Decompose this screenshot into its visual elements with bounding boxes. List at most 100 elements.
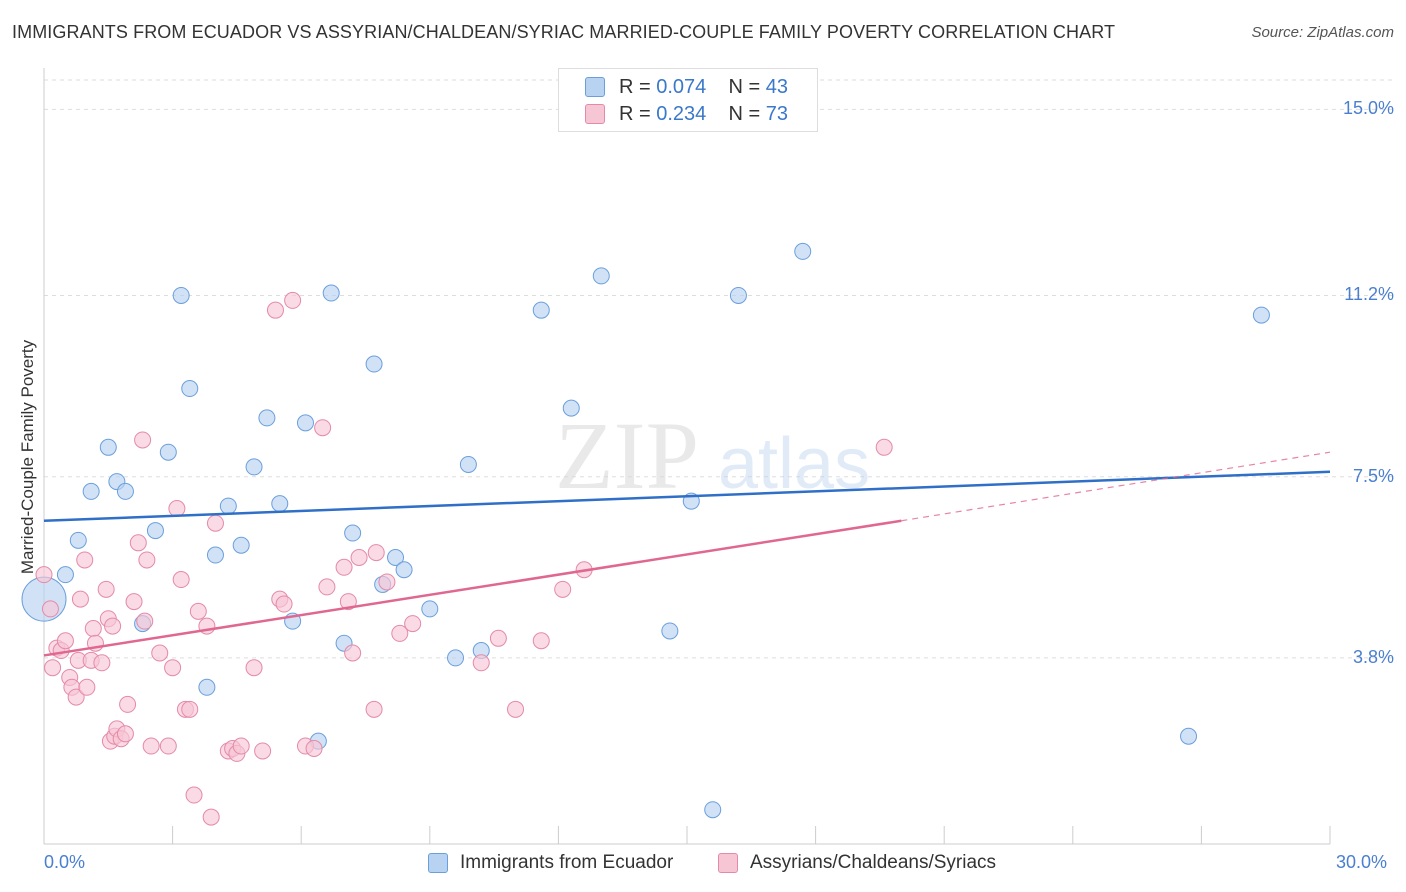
- blue-data-point: [729, 286, 747, 304]
- pink-data-point: [245, 659, 263, 677]
- pink-data-point: [159, 737, 177, 755]
- blue-data-point: [219, 497, 237, 515]
- bottom-legend-label-blue: Immigrants from Ecuador: [460, 852, 674, 873]
- pink-data-point: [44, 659, 62, 677]
- pink-data-point: [119, 695, 137, 713]
- blue-data-point: [532, 301, 550, 319]
- pink-data-point: [56, 632, 74, 650]
- pink-data-point: [125, 593, 143, 611]
- blue-data-point: [271, 495, 289, 513]
- blue-data-point: [794, 242, 812, 260]
- pink-data-point: [314, 419, 332, 437]
- pink-data-point: [554, 580, 572, 598]
- blue-data-point: [322, 284, 340, 302]
- blue-data-point: [344, 524, 362, 542]
- blue-data-point: [592, 267, 610, 285]
- y-axis-title: Married-Couple Family Poverty: [18, 339, 37, 575]
- legend-n-label-pink: N =: [728, 102, 766, 125]
- pink-data-point: [507, 700, 525, 718]
- blue-data-point: [69, 531, 87, 549]
- pink-data-point: [35, 566, 53, 584]
- blue-data-point: [421, 600, 439, 618]
- pink-data-point: [41, 600, 59, 618]
- pink-data-point: [142, 737, 160, 755]
- pink-data-point: [172, 571, 190, 589]
- pink-data-point: [78, 678, 96, 696]
- pink-data-point: [76, 551, 94, 569]
- pink-data-point: [404, 615, 422, 633]
- pink-data-point: [67, 688, 85, 706]
- pink-data-point: [367, 544, 385, 562]
- blue-data-point: [56, 566, 74, 584]
- pink-data-point: [489, 629, 507, 647]
- pink-data-point: [104, 617, 122, 635]
- pink-data-point: [164, 659, 182, 677]
- bottom-legend-swatch-blue: [428, 853, 448, 873]
- pink-data-point: [232, 737, 250, 755]
- blue-data-point: [296, 414, 314, 432]
- pink-data-point: [284, 291, 302, 309]
- blue-data-point: [661, 622, 679, 640]
- blue-data-point: [387, 549, 405, 566]
- pink-data-point: [206, 514, 224, 532]
- legend-swatch-blue: [585, 77, 605, 97]
- legend-n-value-pink: 73: [765, 102, 789, 125]
- correlation-legend: R = 0.074 N = 43 R = 0.234 N = 73: [558, 68, 818, 132]
- gridlines: [44, 79, 1394, 659]
- blue-data-point: [116, 482, 134, 500]
- pink-data-point: [350, 549, 368, 566]
- pink-data-point: [275, 595, 293, 613]
- pink-data-point: [189, 602, 207, 620]
- watermark-zip: ZIP: [555, 402, 699, 509]
- y-tick-label: 3.8%: [1352, 646, 1394, 667]
- blue-data-point: [1180, 727, 1198, 745]
- blue-data-point: [459, 455, 477, 473]
- pink-data-point: [151, 644, 169, 662]
- y-tick-label: 7.5%: [1352, 465, 1394, 486]
- y-tick-label: 15.0%: [1342, 98, 1394, 119]
- blue-data-point: [206, 546, 224, 564]
- blue-data-point: [1252, 306, 1270, 324]
- trend-lines: [43, 451, 1331, 657]
- watermark: ZIP atlas: [555, 402, 870, 509]
- pink-data-point: [335, 558, 353, 576]
- blue-data-point: [704, 801, 722, 819]
- pink-trend-line: [43, 519, 902, 657]
- blue-data-point: [365, 355, 383, 373]
- bottom-legend-pink[interactable]: Assyrians/Chaldeans/Syriacs: [718, 852, 996, 874]
- pink-data-point: [93, 654, 111, 672]
- y-tick-label: 11.2%: [1344, 284, 1394, 305]
- blue-data-point: [159, 443, 177, 461]
- blue-data-point: [395, 561, 413, 579]
- data-points: [21, 242, 1270, 826]
- pink-data-point: [344, 644, 362, 662]
- pink-data-point: [138, 551, 156, 569]
- pink-data-point: [472, 654, 490, 672]
- blue-data-point: [82, 482, 100, 500]
- blue-data-point: [172, 286, 190, 304]
- pink-data-point: [378, 573, 396, 591]
- pink-data-point: [305, 740, 323, 757]
- chart-title: IMMIGRANTS FROM ECUADOR VS ASSYRIAN/CHAL…: [12, 22, 1116, 42]
- blue-data-point: [181, 380, 199, 398]
- bottom-legend-swatch-pink: [718, 853, 738, 873]
- pink-data-point: [266, 301, 284, 319]
- bottom-legend-label-pink: Assyrians/Chaldeans/Syriacs: [750, 852, 997, 873]
- pink-data-point: [129, 534, 147, 552]
- pink-data-point: [532, 632, 550, 650]
- legend-r-label-pink: R =: [619, 102, 657, 125]
- bottom-legend-blue[interactable]: Immigrants from Ecuador: [428, 852, 673, 874]
- legend-r-label-blue: R =: [619, 75, 657, 98]
- legend-n-label-blue: N =: [728, 75, 766, 98]
- legend-n-value-blue: 43: [765, 75, 789, 98]
- legend-r-value-blue: 0.074: [656, 75, 707, 98]
- blue-trend-line: [43, 470, 1331, 523]
- axes: [43, 68, 1331, 845]
- pink-data-point: [254, 742, 272, 760]
- pink-data-point: [318, 578, 336, 596]
- pink-data-point: [181, 700, 199, 718]
- legend-r-value-pink: 0.234: [656, 102, 707, 125]
- x-tick-label-min: 0.0%: [44, 852, 86, 872]
- blue-data-point: [245, 458, 263, 476]
